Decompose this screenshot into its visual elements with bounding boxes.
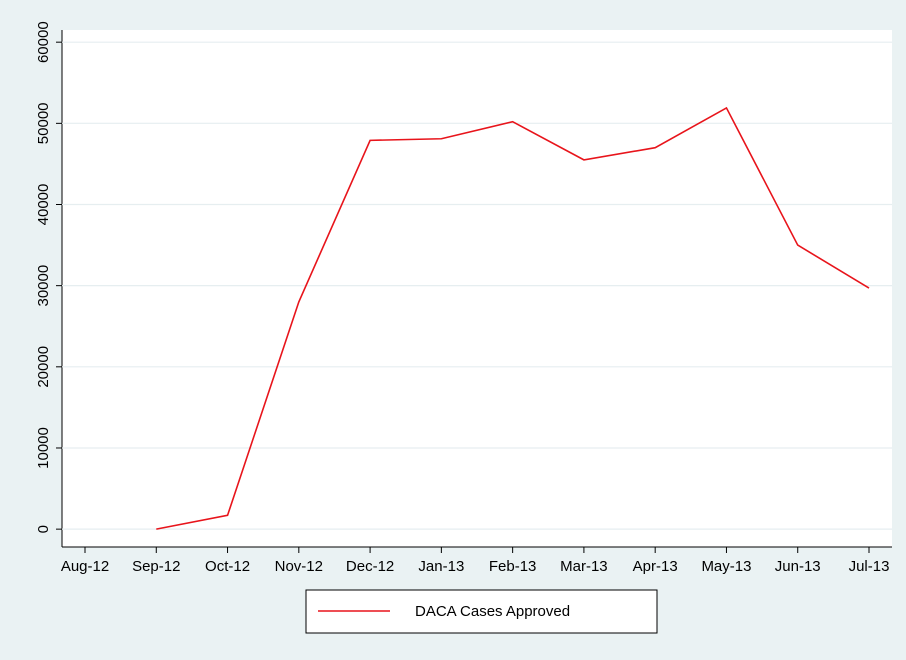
x-tick-label: Jul-13 <box>849 558 890 575</box>
y-tick-label: 0 <box>35 525 52 533</box>
x-tick-label: Nov-12 <box>275 558 323 575</box>
legend-label: DACA Cases Approved <box>415 603 570 620</box>
y-tick-label: 20000 <box>35 346 52 388</box>
y-tick-label: 30000 <box>35 265 52 307</box>
x-tick-label: Aug-12 <box>61 558 109 575</box>
y-tick-label: 60000 <box>35 21 52 63</box>
x-tick-label: Feb-13 <box>489 558 537 575</box>
x-tick-label: Sep-12 <box>132 558 180 575</box>
x-tick-label: Jun-13 <box>775 558 821 575</box>
x-tick-label: Oct-12 <box>205 558 250 575</box>
x-tick-label: Jan-13 <box>418 558 464 575</box>
plot-area <box>62 30 892 547</box>
y-tick-label: 40000 <box>35 184 52 226</box>
y-tick-label: 10000 <box>35 427 52 469</box>
x-tick-label: Mar-13 <box>560 558 608 575</box>
data-line <box>156 106 870 530</box>
y-tick-label: 50000 <box>35 102 52 144</box>
x-tick-label: May-13 <box>701 558 751 575</box>
x-tick-label: Apr-13 <box>633 558 678 575</box>
x-tick-label: Dec-12 <box>346 558 394 575</box>
